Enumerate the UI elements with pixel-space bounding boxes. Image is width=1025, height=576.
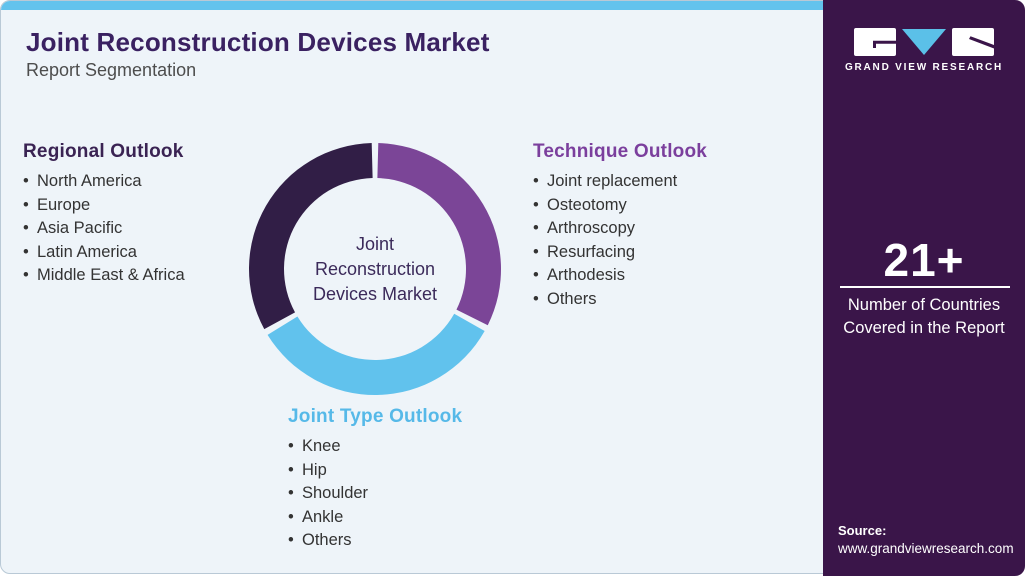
donut-segment-joint-type-outlook [267,313,485,395]
donut-chart-wrap: Joint Reconstruction Devices Market [245,139,505,399]
list-item: Knee [288,435,518,459]
technique-outlook-heading: Technique Outlook [533,141,708,162]
regional-outlook-section: Regional Outlook North America Europe As… [23,141,253,288]
list-item: Joint replacement [533,170,793,194]
page-title: Joint Reconstruction Devices Market [26,27,490,57]
technique-outlook-section: Technique Outlook Joint replacement Oste… [533,141,793,311]
donut-center-line: Devices Market [312,283,438,304]
joint-type-outlook-heading: Joint Type Outlook [288,406,463,427]
list-item: Asia Pacific [23,217,253,241]
logo-v-triangle [902,29,946,55]
list-item: Arthodesis [533,264,793,288]
top-accent-strip [1,1,824,10]
donut-segment-regional-outlook [249,143,373,330]
donut-center-line: Joint [355,233,395,254]
logo-wordmark: GRAND VIEW RESEARCH [844,62,1004,73]
regional-outlook-list: North America Europe Asia Pacific Latin … [23,170,253,288]
list-item: Others [533,288,793,312]
regional-outlook-heading: Regional Outlook [23,141,184,162]
stat-divider [840,286,1010,288]
gvr-logo [854,28,994,56]
sidebar: GRAND VIEW RESEARCH 21+ Number of Countr… [823,0,1025,576]
donut-center-label: Joint Reconstruction Devices Market [245,139,505,399]
logo-r-block [952,28,994,56]
list-item: Middle East & Africa [23,264,253,288]
list-item: Hip [288,459,518,483]
logo-g-block [854,28,896,56]
source-label: Source: [838,523,887,538]
list-item: Arthroscopy [533,217,793,241]
source-block: Source: www.grandviewresearch.com [838,523,1023,556]
list-item: Europe [23,194,253,218]
list-item: Shoulder [288,482,518,506]
list-item: Resurfacing [533,241,793,265]
list-item: Ankle [288,506,518,530]
list-item: Latin America [23,241,253,265]
joint-type-outlook-list: Knee Hip Shoulder Ankle Others [288,435,518,553]
list-item: Osteotomy [533,194,793,218]
stat-value: 21+ [883,234,965,286]
list-item: North America [23,170,253,194]
donut-center-line: Reconstruction [314,258,436,279]
page-subtitle: Report Segmentation [26,60,197,80]
source-url: www.grandviewresearch.com [838,541,1014,556]
stat-caption: Number of Countries Covered in the Repor… [843,296,1005,337]
donut-chart [249,143,501,395]
joint-type-outlook-section: Joint Type Outlook Knee Hip Shoulder Ank… [288,406,518,553]
donut-segment-technique-outlook [377,143,501,326]
list-item: Others [288,529,518,553]
technique-outlook-list: Joint replacement Osteotomy Arthroscopy … [533,170,793,311]
